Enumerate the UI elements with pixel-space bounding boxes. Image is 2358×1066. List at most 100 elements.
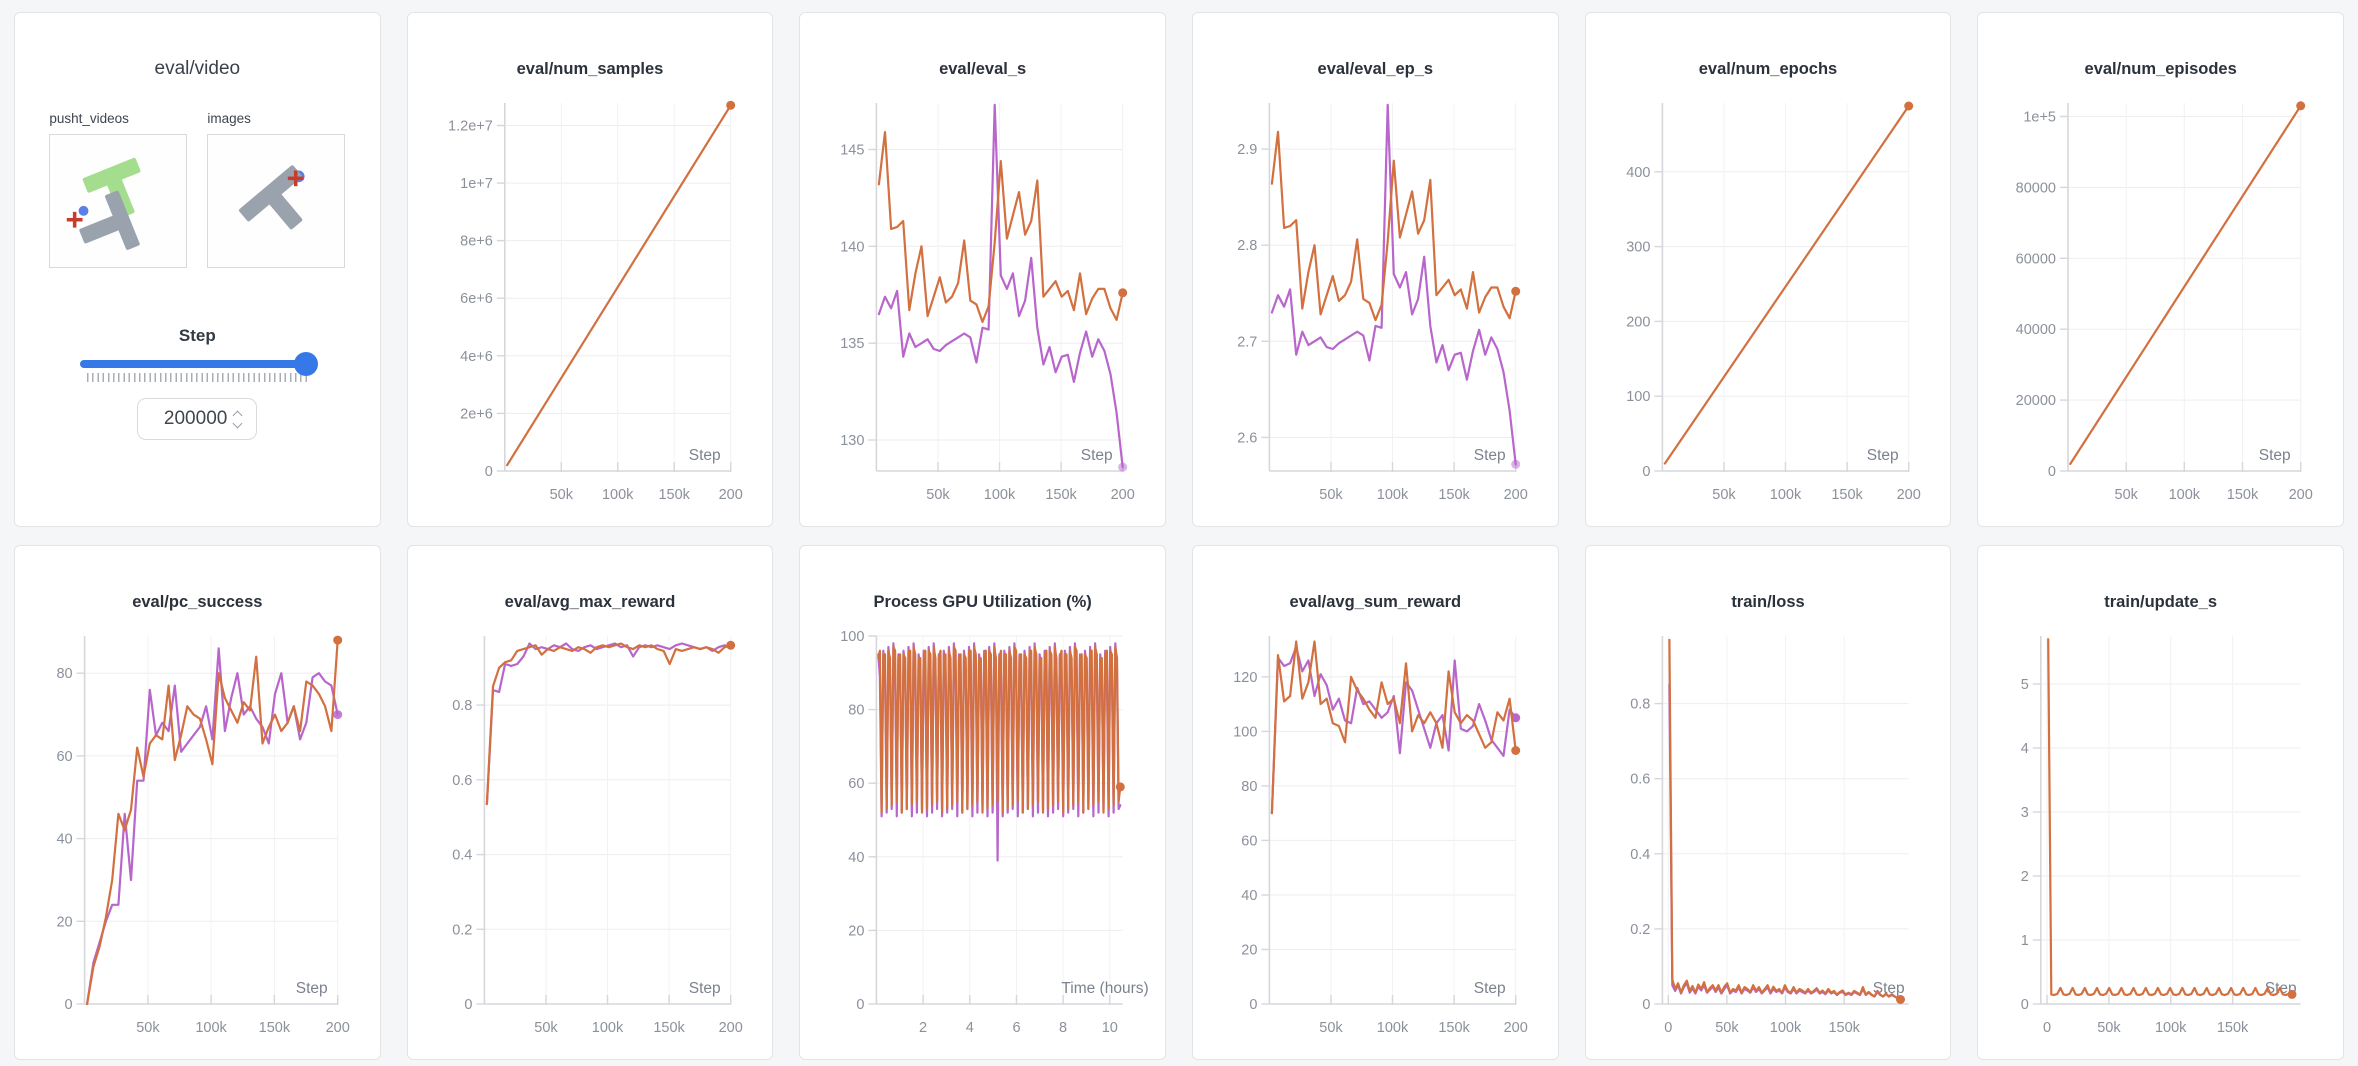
svg-text:50k: 50k xyxy=(1319,487,1343,503)
chart-title: eval/eval_s xyxy=(939,60,1027,78)
svg-text:150k: 150k xyxy=(1828,1020,1860,1036)
step-input-box xyxy=(137,398,258,440)
step-input-row xyxy=(15,398,380,440)
step-value-input[interactable] xyxy=(153,408,228,430)
svg-text:8: 8 xyxy=(1059,1020,1067,1036)
svg-text:300: 300 xyxy=(1626,240,1650,256)
agent-dot xyxy=(78,205,89,216)
chart-title: eval/num_epochs xyxy=(1698,60,1838,78)
panel-title: eval/video xyxy=(154,58,241,79)
svg-text:0.4: 0.4 xyxy=(1630,847,1650,863)
svg-text:10: 10 xyxy=(1102,1020,1118,1036)
svg-text:200: 200 xyxy=(718,1020,742,1036)
panel-eval-avg-max-reward: eval/avg_max_reward 0 0.2 0.4 0.6 0.8 50k 100k… xyxy=(406,545,774,1060)
svg-text:20: 20 xyxy=(849,923,865,939)
svg-text:1: 1 xyxy=(2021,933,2029,949)
svg-text:0: 0 xyxy=(65,997,73,1013)
svg-text:50k: 50k xyxy=(136,1020,160,1036)
svg-text:100k: 100k xyxy=(1769,1020,1801,1036)
line-chart-eval-avg-sum-reward[interactable]: 0 20 40 60 80 100 120 50k 100k 150k 200 Step xyxy=(1193,616,1558,1056)
image-canvas xyxy=(239,165,305,230)
panel-train-update-s: train/update_s 0 1 2 3 4 5 0 50k 100k 150k Step xyxy=(1977,545,2344,1060)
svg-text:Time (hours): Time (hours) xyxy=(1062,980,1149,997)
svg-text:4e+6: 4e+6 xyxy=(460,349,493,365)
svg-text:0: 0 xyxy=(1642,464,1650,480)
svg-text:20000: 20000 xyxy=(2016,393,2056,409)
line-chart-eval-pc-success[interactable]: 0 20 40 60 80 50k 100k 150k 200 Step xyxy=(15,616,380,1056)
svg-text:100k: 100k xyxy=(602,487,634,503)
svg-text:50k: 50k xyxy=(534,1020,558,1036)
svg-text:100: 100 xyxy=(841,629,865,645)
svg-text:0: 0 xyxy=(2048,464,2056,480)
svg-text:80: 80 xyxy=(56,666,72,682)
svg-text:0: 0 xyxy=(2043,1020,2051,1036)
svg-text:2: 2 xyxy=(2021,869,2029,885)
chart-title: Process GPU Utilization (%) xyxy=(873,593,1092,611)
panel-train-loss: train/loss 0 0.2 0.4 0.6 0.8 0 50k 100k 150k Step xyxy=(1584,545,1952,1060)
svg-text:1.2e+7: 1.2e+7 xyxy=(448,119,493,135)
svg-text:0: 0 xyxy=(2021,997,2029,1013)
chart-title: eval/eval_ep_s xyxy=(1317,60,1434,78)
svg-text:60000: 60000 xyxy=(2016,251,2056,267)
svg-text:40: 40 xyxy=(849,850,865,866)
line-chart-eval-eval-s[interactable]: 130 135 140 145 50k 100k 150k 200 Step xyxy=(800,83,1165,523)
svg-text:0: 0 xyxy=(484,464,492,480)
panel-eval-num-episodes: eval/num_episodes 0 20000 40000 60000 80000 1… xyxy=(1977,12,2344,527)
line-chart-eval-num-episodes[interactable]: 0 20000 40000 60000 80000 1e+5 50k 100k 150k 200 S… xyxy=(1978,83,2343,523)
svg-text:150k: 150k xyxy=(1438,1020,1470,1036)
line-chart-process-gpu-utilization[interactable]: 0 20 40 60 80 100 2 4 6 8 10 Time (hours) xyxy=(800,616,1165,1056)
svg-text:135: 135 xyxy=(841,336,865,352)
svg-text:200: 200 xyxy=(1504,1020,1528,1036)
svg-text:60: 60 xyxy=(849,776,865,792)
slider-tick-ruler xyxy=(87,373,308,382)
svg-text:4: 4 xyxy=(2021,741,2029,757)
svg-text:140: 140 xyxy=(841,239,865,255)
media-item-images: images xyxy=(207,111,346,268)
pusht-video-thumbnail[interactable] xyxy=(49,134,188,268)
svg-text:50k: 50k xyxy=(2115,487,2139,503)
image-thumbnail[interactable] xyxy=(207,134,346,268)
svg-text:1e+5: 1e+5 xyxy=(2024,110,2057,126)
svg-text:1e+7: 1e+7 xyxy=(460,176,493,192)
svg-text:100: 100 xyxy=(1626,389,1650,405)
svg-text:0: 0 xyxy=(1249,997,1257,1013)
svg-text:Step: Step xyxy=(1474,980,1506,997)
svg-text:0.4: 0.4 xyxy=(452,848,472,864)
panel-eval-num-epochs: eval/num_epochs 0 100 200 300 400 50k 100k 150k… xyxy=(1584,12,1952,527)
chart-title: eval/pc_success xyxy=(132,593,263,611)
gray-tee-shape xyxy=(79,190,141,250)
svg-text:0.6: 0.6 xyxy=(452,773,472,789)
line-chart-eval-avg-max-reward[interactable]: 0 0.2 0.4 0.6 0.8 50k 100k 150k 200 Step xyxy=(408,616,773,1056)
step-slider-label: Step xyxy=(178,326,216,345)
slider-track[interactable] xyxy=(80,352,319,376)
svg-text:6e+6: 6e+6 xyxy=(460,291,493,307)
svg-text:Step: Step xyxy=(1872,980,1904,997)
slider-thumb[interactable] xyxy=(294,352,319,376)
svg-text:0.8: 0.8 xyxy=(452,698,472,714)
spinner-down-icon[interactable] xyxy=(232,418,243,428)
svg-text:0.6: 0.6 xyxy=(1630,772,1650,788)
svg-text:Step: Step xyxy=(2259,447,2291,464)
svg-text:100k: 100k xyxy=(2155,1020,2187,1036)
line-chart-eval-num-epochs[interactable]: 0 100 200 300 400 50k 100k 150k 200 Step xyxy=(1586,83,1951,523)
svg-text:100k: 100k xyxy=(1377,487,1409,503)
svg-text:Step: Step xyxy=(1866,447,1898,464)
line-chart-eval-num-samples[interactable]: 0 2e+6 4e+6 6e+6 8e+6 1e+7 1.2e+7 50k 100k 150k 20… xyxy=(408,83,773,523)
svg-text:200: 200 xyxy=(1626,314,1650,330)
step-slider[interactable] xyxy=(80,352,319,382)
svg-text:40: 40 xyxy=(1241,888,1257,904)
svg-text:0: 0 xyxy=(857,997,865,1013)
line-chart-train-loss[interactable]: 0 0.2 0.4 0.6 0.8 0 50k 100k 150k Step xyxy=(1586,616,1951,1056)
stepper-spinners xyxy=(232,410,243,428)
svg-text:50k: 50k xyxy=(1712,487,1736,503)
svg-text:80000: 80000 xyxy=(2016,180,2056,196)
svg-text:200: 200 xyxy=(326,1020,350,1036)
svg-text:2.9: 2.9 xyxy=(1237,142,1257,158)
svg-text:200: 200 xyxy=(1896,487,1920,503)
panel-eval-video: eval/video pusht_videos xyxy=(14,12,381,527)
svg-text:100k: 100k xyxy=(1769,487,1801,503)
svg-text:100k: 100k xyxy=(591,1020,623,1036)
line-chart-eval-eval-ep-s[interactable]: 2.6 2.7 2.8 2.9 50k 100k 150k 200 Step xyxy=(1193,83,1558,523)
